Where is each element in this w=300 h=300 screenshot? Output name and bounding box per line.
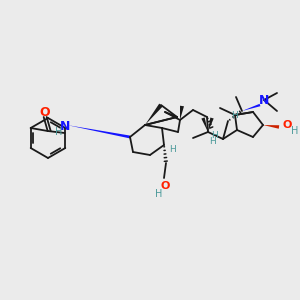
Text: H: H (211, 130, 218, 140)
Text: N: N (59, 119, 70, 133)
Text: H: H (232, 112, 238, 121)
Text: H: H (210, 137, 216, 146)
Polygon shape (67, 125, 130, 138)
Text: N: N (259, 94, 269, 106)
Text: O: O (39, 106, 50, 118)
Polygon shape (208, 118, 214, 132)
Polygon shape (263, 125, 279, 129)
Polygon shape (145, 103, 163, 125)
Text: H: H (291, 126, 299, 136)
Text: O: O (160, 181, 170, 191)
Polygon shape (201, 117, 208, 132)
Text: H: H (155, 189, 163, 199)
Text: H: H (169, 145, 176, 154)
Text: H: H (55, 127, 62, 137)
Polygon shape (242, 104, 260, 111)
Polygon shape (180, 106, 184, 120)
Text: O: O (282, 120, 292, 130)
